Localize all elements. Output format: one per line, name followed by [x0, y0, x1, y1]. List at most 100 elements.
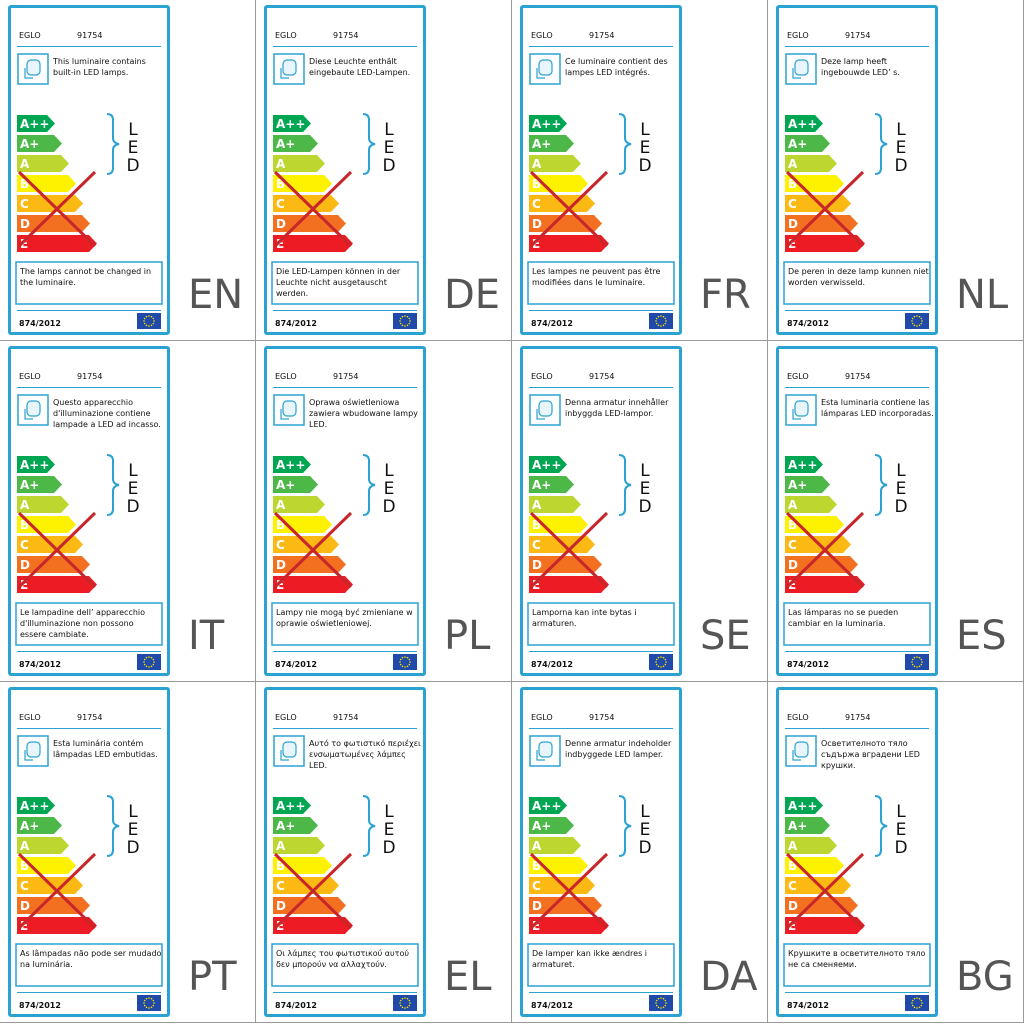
note-box [527, 261, 675, 305]
eu-star [404, 666, 406, 668]
divider [529, 651, 673, 652]
eu-star [660, 1007, 662, 1009]
note-box [527, 602, 675, 646]
eu-star [655, 322, 658, 325]
class-label: B [20, 518, 29, 532]
class-label: A++ [788, 799, 817, 813]
eu-star [657, 997, 660, 1000]
class-label: B [276, 518, 285, 532]
eu-star [920, 322, 923, 325]
eu-star [406, 656, 409, 659]
model: 91754 [589, 372, 615, 381]
eu-star [920, 658, 923, 661]
lamp-arm [792, 68, 801, 79]
class-label: B [276, 177, 285, 191]
energy-label: EGLO 91754 A++ A+ A B C D E Questo apparecchio d'… [8, 346, 170, 676]
class-arrow [17, 797, 55, 814]
brace [106, 795, 120, 857]
class-arrow [785, 516, 844, 533]
class-arrow [17, 897, 90, 914]
class-label: C [788, 879, 797, 893]
lamp-icon [282, 741, 297, 758]
class-label: B [532, 518, 541, 532]
class-label: C [276, 197, 285, 211]
description: Diese Leuchte enthält eingebaute LED-Lam… [309, 57, 411, 77]
class-label: E [532, 578, 540, 592]
class-label: A++ [20, 799, 49, 813]
label-cell: EGLO 91754 A++ A+ A B C D E Deze lamp heeft ingeb… [768, 0, 1024, 341]
eu-star [143, 317, 146, 320]
model: 91754 [77, 713, 103, 722]
eu-star [409, 661, 411, 663]
eu-star [918, 665, 921, 668]
cross-out [273, 852, 353, 930]
class-label: C [788, 538, 797, 552]
brace [106, 113, 120, 175]
description: Deze lamp heeft ingebouwde LED’ s. [821, 57, 900, 77]
divider [273, 728, 417, 729]
lamp-arm [792, 409, 801, 420]
led-text: LED [379, 120, 399, 174]
eu-star [918, 324, 921, 327]
note: As lâmpadas não pode ser mudado na lumin… [20, 949, 162, 969]
class-arrow [529, 797, 567, 814]
class-arrow [273, 476, 318, 493]
class-label: C [20, 197, 29, 211]
class-label: A++ [532, 117, 561, 131]
class-arrow [273, 837, 325, 854]
led-text: LED [379, 461, 399, 515]
led-text: LED [123, 120, 143, 174]
divider [785, 651, 929, 652]
eu-star [408, 999, 411, 1002]
class-arrow [273, 817, 318, 834]
eu-star [399, 658, 402, 661]
brace [618, 795, 632, 857]
regulation: 874/2012 [19, 660, 61, 669]
divider [529, 387, 673, 388]
eu-star [662, 665, 665, 668]
energy-label: EGLO 91754 A++ A+ A B C D E Oprawa oświetleniowa … [264, 346, 426, 676]
language-code: EN [188, 272, 244, 318]
label-cell: EGLO 91754 A++ A+ A B C D E Αυτό το φωτιστικό περ… [256, 682, 512, 1023]
class-label: A+ [20, 137, 39, 151]
note: Le lampadine dell’ apparecchio d'illumin… [20, 608, 146, 639]
class-label: A+ [788, 478, 807, 492]
divider [785, 728, 929, 729]
divider [529, 992, 673, 993]
note: Lamporna kan inte bytas i armaturen. [532, 608, 637, 628]
class-label: B [20, 859, 29, 873]
icon-box [17, 394, 49, 426]
regulation: 874/2012 [531, 1001, 573, 1010]
lamp-icon [538, 741, 553, 758]
energy-label: EGLO 91754 A++ A+ A B C D E Denna armatur innehål… [520, 346, 682, 676]
regulation: 874/2012 [19, 319, 61, 328]
class-arrow [273, 917, 353, 934]
regulation: 874/2012 [531, 660, 573, 669]
cross-out [273, 170, 353, 248]
cross-out [785, 511, 865, 589]
energy-label: EGLO 91754 A++ A+ A B C D E Αυτό το φωτιστικό περ… [264, 687, 426, 1017]
class-label: D [532, 217, 542, 231]
description: Denne armatur indeholder indbyggede LED … [565, 739, 672, 759]
class-arrow [17, 235, 97, 252]
class-arrow [273, 797, 311, 814]
eu-star [664, 1004, 667, 1007]
icon-box [273, 53, 305, 85]
note-box [15, 943, 163, 987]
brand: EGLO [787, 31, 809, 40]
note-box [783, 602, 931, 646]
cross-out [529, 170, 609, 248]
brace [618, 113, 632, 175]
class-arrow [529, 476, 574, 493]
eu-star [404, 656, 406, 658]
eu-star [150, 656, 153, 659]
divider [17, 992, 161, 993]
class-arrow [17, 516, 76, 533]
eu-star [918, 315, 921, 318]
brand: EGLO [19, 713, 41, 722]
divider [785, 46, 929, 47]
description: Questo apparecchio d'illuminazione conti… [53, 398, 161, 429]
class-arrow [273, 496, 325, 513]
class-label: C [532, 197, 541, 211]
class-arrow [529, 135, 574, 152]
